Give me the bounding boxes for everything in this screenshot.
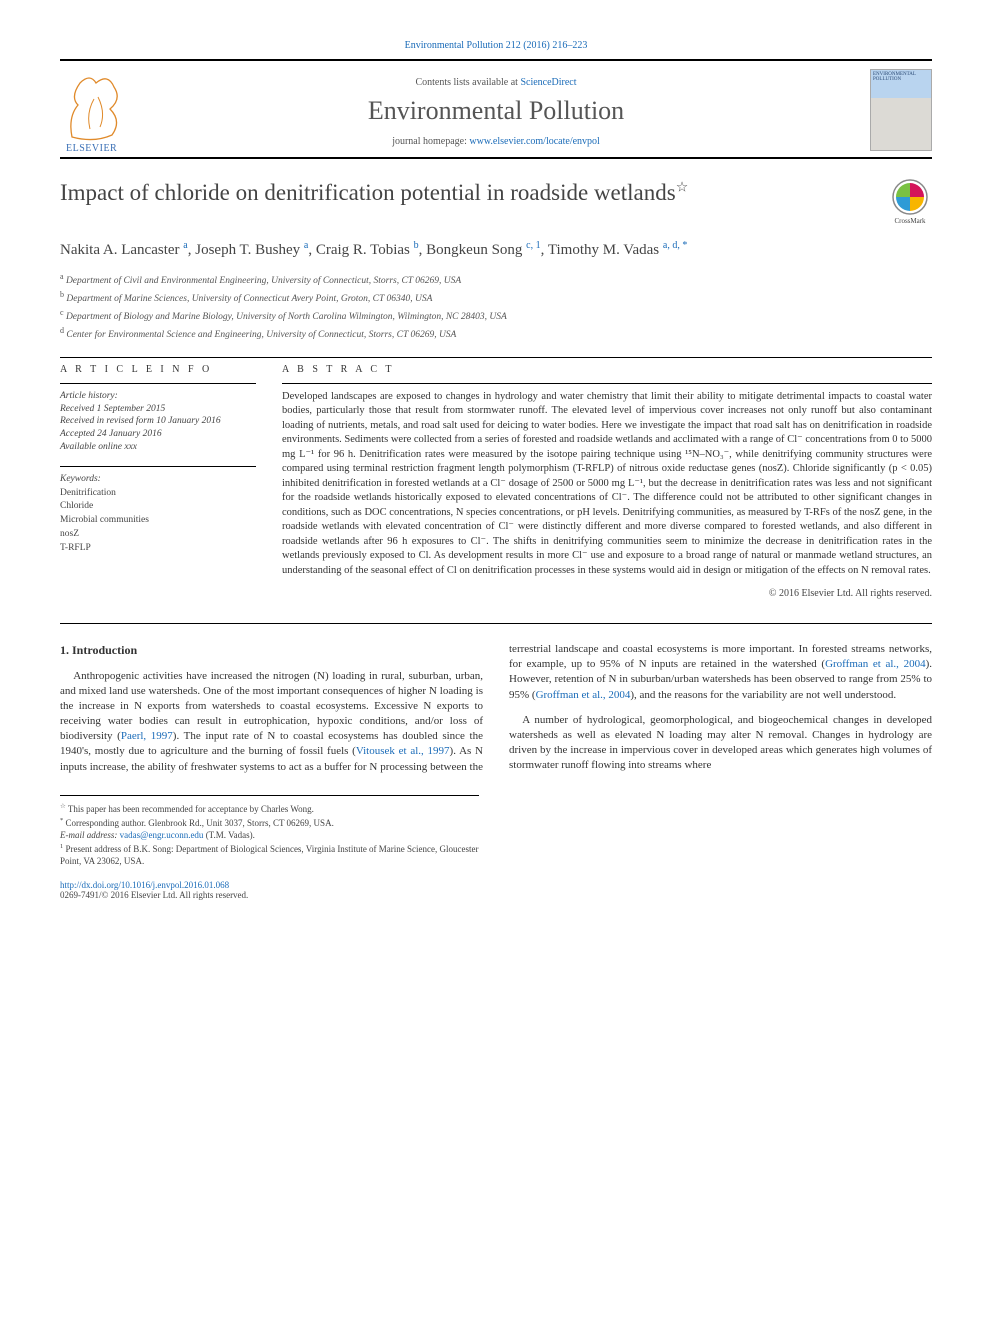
email-link[interactable]: vadas@engr.uconn.edu <box>120 830 204 840</box>
affiliations: a Department of Civil and Environmental … <box>60 271 932 343</box>
affiliation-line: c Department of Biology and Marine Biolo… <box>60 307 932 325</box>
publisher-name: ELSEVIER <box>66 143 117 154</box>
fn-star-text: This paper has been recommended for acce… <box>68 804 314 814</box>
citation-link[interactable]: Groffman et al., 2004 <box>536 689 631 701</box>
keyword-item: T-RFLP <box>60 542 256 556</box>
journal-header: ELSEVIER ENVIRONMENTAL POLLUTION Content… <box>60 65 932 159</box>
sciencedirect-link[interactable]: ScienceDirect <box>520 77 576 88</box>
footnotes: ☆ This paper has been recommended for ac… <box>60 795 479 868</box>
title-text: Impact of chloride on denitrification po… <box>60 180 676 205</box>
keywords-label: Keywords: <box>60 473 256 487</box>
crossmark-icon <box>892 179 928 215</box>
affiliation-line: d Center for Environmental Science and E… <box>60 325 932 343</box>
footnote-corresponding: * Corresponding author. Glenbrook Rd., U… <box>60 816 479 830</box>
footer-doi: http://dx.doi.org/10.1016/j.envpol.2016.… <box>60 880 932 890</box>
homepage-pre: journal homepage: <box>392 136 469 147</box>
journal-homepage-line: journal homepage: www.elsevier.com/locat… <box>60 136 932 147</box>
contents-pre: Contents lists available at <box>415 77 520 88</box>
publisher-logo <box>60 69 128 149</box>
fn-corr-text: Corresponding author. Glenbrook Rd., Uni… <box>65 818 333 828</box>
cover-label: ENVIRONMENTAL POLLUTION <box>873 72 916 82</box>
journal-cover-thumbnail: ENVIRONMENTAL POLLUTION <box>870 69 932 151</box>
fn-email-label: E-mail address: <box>60 830 120 840</box>
affiliation-line: a Department of Civil and Environmental … <box>60 271 932 289</box>
article-info-heading: A R T I C L E I N F O <box>60 364 256 375</box>
abstract-heading: A B S T R A C T <box>282 364 932 375</box>
article-history: Article history: Received 1 September 20… <box>60 383 256 454</box>
crossmark-label: CrossMark <box>894 217 925 225</box>
keyword-item: Chloride <box>60 500 256 514</box>
history-received: Received 1 September 2015 <box>60 404 165 414</box>
fn-present-text: Present address of B.K. Song: Department… <box>60 844 479 867</box>
body-text-columns: 1. Introduction Anthropogenic activities… <box>60 642 932 779</box>
body-paragraph-2: A number of hydrological, geomorphologic… <box>509 713 932 774</box>
introduction-heading: 1. Introduction <box>60 642 483 659</box>
history-revised: Received in revised form 10 January 2016 <box>60 416 221 426</box>
footnote-star: ☆ This paper has been recommended for ac… <box>60 802 479 816</box>
crossmark-badge[interactable]: CrossMark <box>888 179 932 225</box>
footnote-present-address: 1 Present address of B.K. Song: Departme… <box>60 842 479 868</box>
footnote-email: E-mail address: vadas@engr.uconn.edu (T.… <box>60 829 479 842</box>
article-title: Impact of chloride on denitrification po… <box>60 179 876 208</box>
contents-available-line: Contents lists available at ScienceDirec… <box>60 77 932 88</box>
section-rule <box>60 357 932 358</box>
fn-email-who: (T.M. Vadas). <box>203 830 254 840</box>
abstract-copyright: © 2016 Elsevier Ltd. All rights reserved… <box>282 588 932 599</box>
citation-link[interactable]: Paerl, 1997 <box>121 730 173 742</box>
journal-name: Environmental Pollution <box>60 96 932 126</box>
keywords-block: Keywords: DenitrificationChlorideMicrobi… <box>60 466 256 556</box>
history-accepted: Accepted 24 January 2016 <box>60 429 162 439</box>
history-label: Article history: <box>60 390 256 403</box>
footer-issn-copyright: 0269-7491/© 2016 Elsevier Ltd. All right… <box>60 890 932 900</box>
history-online: Available online xxx <box>60 442 137 452</box>
abstract-text: Developed landscapes are exposed to chan… <box>282 383 932 578</box>
keyword-item: nosZ <box>60 528 256 542</box>
authors: Nakita A. Lancaster a, Joseph T. Bushey … <box>60 239 932 261</box>
journal-homepage-link[interactable]: www.elsevier.com/locate/envpol <box>469 136 599 147</box>
top-rule <box>60 59 932 61</box>
body-rule <box>60 623 932 624</box>
title-footnote-star: ☆ <box>676 180 689 195</box>
citation-link[interactable]: Groffman et al., 2004 <box>825 658 926 670</box>
keyword-item: Denitrification <box>60 487 256 501</box>
journal-reference: Environmental Pollution 212 (2016) 216–2… <box>60 40 932 51</box>
affiliation-line: b Department of Marine Sciences, Univers… <box>60 289 932 307</box>
citation-link[interactable]: Vitousek et al., 1997 <box>356 745 450 757</box>
doi-link[interactable]: http://dx.doi.org/10.1016/j.envpol.2016.… <box>60 880 229 890</box>
keywords-list: DenitrificationChlorideMicrobial communi… <box>60 487 256 556</box>
keyword-item: Microbial communities <box>60 514 256 528</box>
p1e: ), and the reasons for the variability a… <box>630 689 896 701</box>
